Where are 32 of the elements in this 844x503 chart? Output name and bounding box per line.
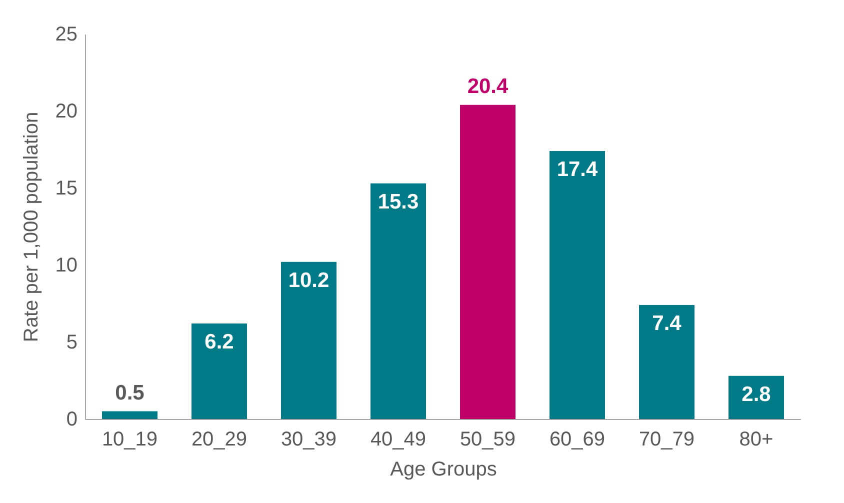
data-label: 7.4 (652, 312, 682, 336)
x-tick-label: 70_79 (638, 428, 695, 450)
y-tick-label: 15 (55, 178, 78, 200)
x-tick-label: 10_19 (102, 428, 158, 450)
x-tick-label: 50_59 (460, 428, 516, 450)
bar (192, 324, 247, 419)
data-label: 2.8 (742, 382, 772, 406)
x-axis-title: Age Groups (390, 458, 497, 480)
bar (639, 305, 694, 419)
data-label: 10.2 (288, 268, 330, 292)
data-label: 15.3 (378, 190, 419, 214)
data-label: 6.2 (204, 330, 234, 354)
y-tick-label: 0 (66, 408, 78, 430)
data-label: 20.4 (467, 74, 509, 98)
y-tick-label: 20 (55, 100, 78, 122)
bar (102, 411, 158, 419)
bar (550, 151, 605, 419)
data-label: 0.5 (115, 381, 145, 404)
bar (460, 104, 516, 419)
y-axis-title: Rate per 1,000 population (20, 112, 42, 342)
x-tick-label: 80+ (739, 428, 774, 450)
data-label: 17.4 (556, 158, 598, 182)
x-tick-label: 30_39 (280, 428, 337, 450)
bar (370, 183, 426, 419)
x-tick-label: 40_49 (370, 428, 426, 450)
bar (728, 376, 784, 419)
y-tick-label: 10 (55, 254, 78, 276)
x-tick-label: 60_69 (549, 428, 606, 450)
bar (281, 262, 336, 419)
y-tick-label: 25 (55, 24, 78, 46)
x-tick-label: 20_29 (191, 428, 248, 450)
y-tick-label: 5 (66, 332, 78, 354)
